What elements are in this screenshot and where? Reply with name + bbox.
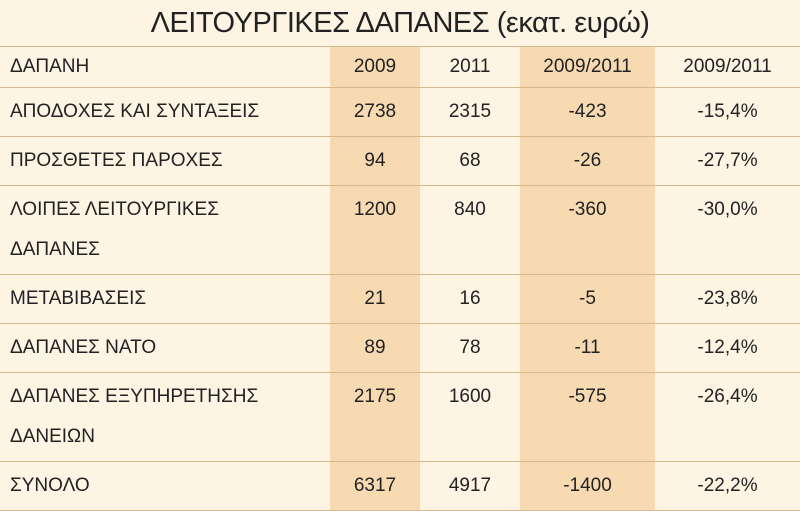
label-line: ΔΑΝΕΙΩΝ	[10, 426, 95, 447]
table-cell: -11	[520, 323, 655, 373]
table-cell: 68	[420, 136, 520, 186]
table-cell: -423	[520, 87, 655, 137]
table-cell: -22,2%	[655, 461, 800, 511]
label-line: ΣΥΝΟΛΟ	[10, 475, 90, 496]
table-cell: 6317	[330, 461, 420, 511]
table-cell: -23,8%	[655, 274, 800, 324]
column-header: 2009/2011	[520, 47, 655, 88]
table: ΔΑΠΑΝΗ 2009 2011 2009/2011 2009/2011 ΑΠΟΔΟΧΕΣ…	[0, 47, 800, 511]
header-row: ΔΑΠΑΝΗ 2009 2011 2009/2011 2009/2011	[0, 47, 800, 88]
table-cell: -12,4%	[655, 323, 800, 373]
row-label: ΔΑΠΑΝΕΣ ΝΑΤΟ	[0, 323, 330, 373]
table-cell: -26	[520, 136, 655, 186]
table-row: ΣΥΝΟΛΟ 6317 4917 -1400 -22,2%	[0, 461, 800, 511]
row-label: ΜΕΤΑΒΙΒΑΣΕΙΣ	[0, 274, 330, 324]
column-header: 2009	[330, 47, 420, 88]
table-cell: -30,0%	[655, 185, 800, 275]
table-cell: 1600	[420, 372, 520, 462]
label-line: ΔΑΠΑΝΕΣ	[10, 239, 100, 260]
title: ΛΕΙΤΟΥΡΓΙΚΕΣ ΔΑΠΑΝΕΣ (εκατ. ευρώ)	[0, 0, 800, 47]
table-cell: -5	[520, 274, 655, 324]
table-row: ΑΠΟΔΟΧΕΣ ΚΑΙ ΣΥΝΤΑΞΕΙΣ 2738 2315 -423 -15,4%	[0, 87, 800, 137]
table-body: ΔΑΠΑΝΗ 2009 2011 2009/2011 2009/2011 ΑΠΟΔΟΧΕΣ…	[0, 47, 800, 511]
row-label: ΑΠΟΔΟΧΕΣ ΚΑΙ ΣΥΝΤΑΞΕΙΣ	[0, 87, 330, 137]
row-label: ΣΥΝΟΛΟ	[0, 461, 330, 511]
table-cell: -1400	[520, 461, 655, 511]
label-line: ΛΟΙΠΕΣ ΛΕΙΤΟΥΡΓΙΚΕΣ	[10, 199, 219, 220]
table-cell: -360	[520, 185, 655, 275]
row-label: ΛΟΙΠΕΣ ΛΕΙΤΟΥΡΓΙΚΕΣ ΔΑΠΑΝΕΣ	[0, 185, 330, 275]
table-cell: 21	[330, 274, 420, 324]
table-cell: 840	[420, 185, 520, 275]
table-row: ΔΑΠΑΝΕΣ ΝΑΤΟ 89 78 -11 -12,4%	[0, 323, 800, 373]
row-label: ΔΑΠΑΝΕΣ ΕΞΥΠΗΡΕΤΗΣΗΣ ΔΑΝΕΙΩΝ	[0, 372, 330, 462]
table-cell: -575	[520, 372, 655, 462]
column-header: ΔΑΠΑΝΗ	[0, 47, 330, 88]
label-line: ΠΡΟΣΘΕΤΕΣ ΠΑΡΟΧΕΣ	[10, 150, 223, 171]
table-cell: 4917	[420, 461, 520, 511]
label-line: ΑΠΟΔΟΧΕΣ ΚΑΙ ΣΥΝΤΑΞΕΙΣ	[10, 101, 260, 122]
table-cell: 78	[420, 323, 520, 373]
table-cell: -26,4%	[655, 372, 800, 462]
label-line: ΔΑΠΑΝΕΣ ΝΑΤΟ	[10, 337, 157, 358]
table-cell: -15,4%	[655, 87, 800, 137]
table-cell: 2315	[420, 87, 520, 137]
table-cell: -27,7%	[655, 136, 800, 186]
table-row: ΛΟΙΠΕΣ ΛΕΙΤΟΥΡΓΙΚΕΣ ΔΑΠΑΝΕΣ 1200 840 -360 -30…	[0, 185, 800, 275]
column-header: 2011	[420, 47, 520, 88]
row-label: ΠΡΟΣΘΕΤΕΣ ΠΑΡΟΧΕΣ	[0, 136, 330, 186]
column-header: 2009/2011	[655, 47, 800, 88]
table-cell: 89	[330, 323, 420, 373]
table-row: ΜΕΤΑΒΙΒΑΣΕΙΣ 21 16 -5 -23,8%	[0, 274, 800, 324]
table-cell: 1200	[330, 185, 420, 275]
table-row: ΠΡΟΣΘΕΤΕΣ ΠΑΡΟΧΕΣ 94 68 -26 -27,7%	[0, 136, 800, 186]
table-cell: 16	[420, 274, 520, 324]
label-line: ΔΑΠΑΝΕΣ ΕΞΥΠΗΡΕΤΗΣΗΣ	[10, 386, 259, 407]
table-row: ΔΑΠΑΝΕΣ ΕΞΥΠΗΡΕΤΗΣΗΣ ΔΑΝΕΙΩΝ 2175 1600 -575-…	[0, 372, 800, 462]
table-cell: 94	[330, 136, 420, 186]
label-line: ΜΕΤΑΒΙΒΑΣΕΙΣ	[10, 288, 147, 309]
table-cell: 2175	[330, 372, 420, 462]
table-cell: 2738	[330, 87, 420, 137]
